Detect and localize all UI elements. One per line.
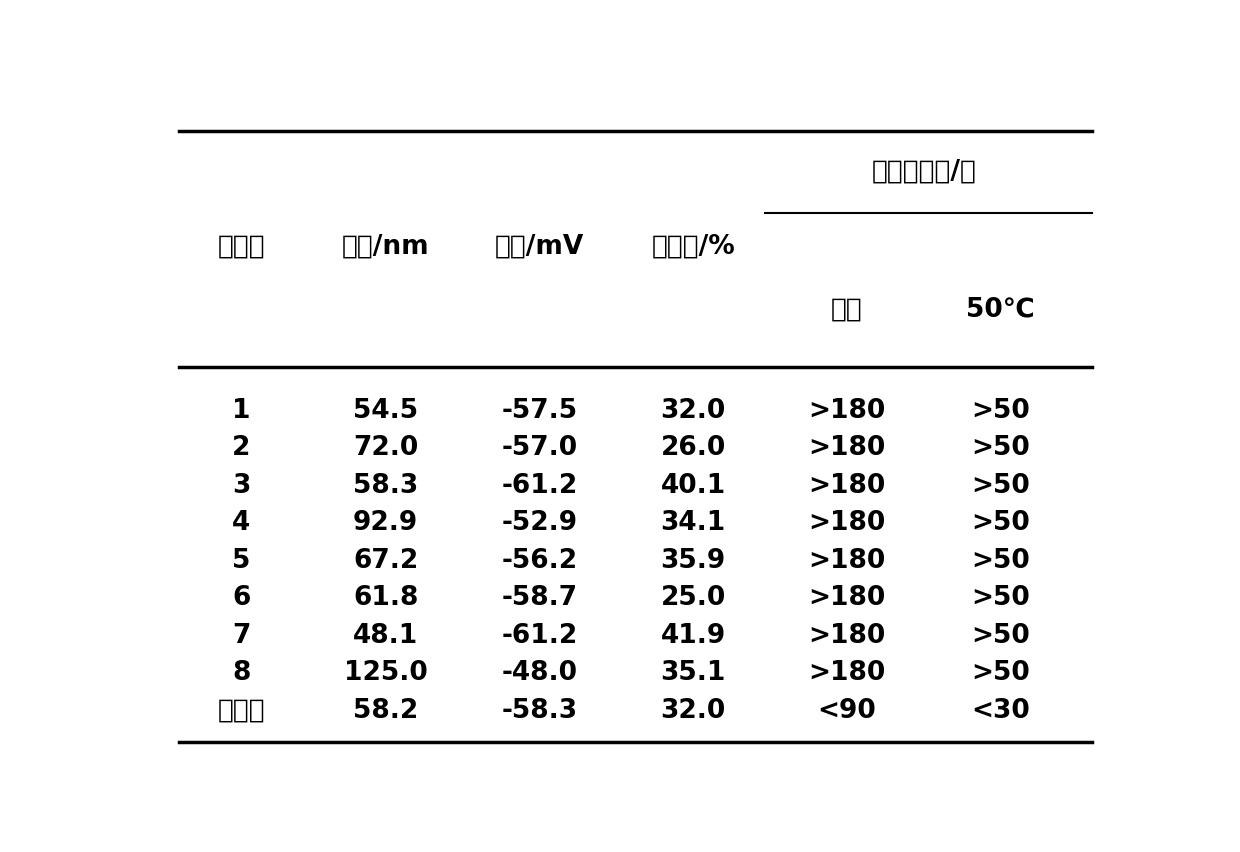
Text: 电位/mV: 电位/mV (495, 233, 584, 260)
Text: >50: >50 (971, 509, 1030, 536)
Text: 50℃: 50℃ (966, 296, 1035, 322)
Text: <90: <90 (817, 697, 877, 722)
Text: -61.2: -61.2 (501, 622, 578, 648)
Text: 58.2: 58.2 (353, 697, 418, 722)
Text: 67.2: 67.2 (353, 547, 418, 573)
Text: 4: 4 (232, 509, 250, 536)
Text: 实施例: 实施例 (218, 233, 265, 260)
Text: -58.7: -58.7 (501, 584, 578, 611)
Text: >180: >180 (808, 547, 885, 573)
Text: 7: 7 (232, 622, 250, 648)
Text: 35.1: 35.1 (661, 659, 725, 685)
Text: -61.2: -61.2 (501, 472, 578, 498)
Text: 5: 5 (232, 547, 250, 573)
Text: >180: >180 (808, 472, 885, 498)
Text: 粒径/nm: 粒径/nm (342, 233, 429, 260)
Text: >180: >180 (808, 435, 885, 461)
Text: 3: 3 (232, 472, 250, 498)
Text: >50: >50 (971, 435, 1030, 461)
Text: 48.1: 48.1 (353, 622, 418, 648)
Text: 常温: 常温 (831, 296, 863, 322)
Text: >50: >50 (971, 398, 1030, 423)
Text: 2: 2 (232, 435, 250, 461)
Text: 41.9: 41.9 (661, 622, 725, 648)
Text: -52.9: -52.9 (501, 509, 578, 536)
Text: 6: 6 (232, 584, 250, 611)
Text: 32.0: 32.0 (661, 398, 725, 423)
Text: >180: >180 (808, 622, 885, 648)
Text: >180: >180 (808, 398, 885, 423)
Text: 35.9: 35.9 (661, 547, 725, 573)
Text: 固含量/%: 固含量/% (651, 233, 735, 260)
Text: 32.0: 32.0 (661, 697, 725, 722)
Text: 61.8: 61.8 (353, 584, 418, 611)
Text: -57.0: -57.0 (501, 435, 578, 461)
Text: >50: >50 (971, 472, 1030, 498)
Text: 34.1: 34.1 (661, 509, 725, 536)
Text: >180: >180 (808, 509, 885, 536)
Text: 1: 1 (232, 398, 250, 423)
Text: >50: >50 (971, 622, 1030, 648)
Text: >50: >50 (971, 584, 1030, 611)
Text: >180: >180 (808, 584, 885, 611)
Text: 40.1: 40.1 (661, 472, 725, 498)
Text: -56.2: -56.2 (501, 547, 578, 573)
Text: 对比例: 对比例 (218, 697, 265, 722)
Text: 58.3: 58.3 (353, 472, 418, 498)
Text: 贮存稳定性/天: 贮存稳定性/天 (872, 158, 976, 184)
Text: 72.0: 72.0 (353, 435, 418, 461)
Text: 26.0: 26.0 (661, 435, 725, 461)
Text: <30: <30 (971, 697, 1030, 722)
Text: >180: >180 (808, 659, 885, 685)
Text: -58.3: -58.3 (501, 697, 578, 722)
Text: >50: >50 (971, 547, 1030, 573)
Text: 92.9: 92.9 (353, 509, 418, 536)
Text: -57.5: -57.5 (501, 398, 578, 423)
Text: 54.5: 54.5 (353, 398, 418, 423)
Text: 25.0: 25.0 (661, 584, 725, 611)
Text: >50: >50 (971, 659, 1030, 685)
Text: 125.0: 125.0 (343, 659, 428, 685)
Text: 8: 8 (232, 659, 250, 685)
Text: -48.0: -48.0 (501, 659, 578, 685)
